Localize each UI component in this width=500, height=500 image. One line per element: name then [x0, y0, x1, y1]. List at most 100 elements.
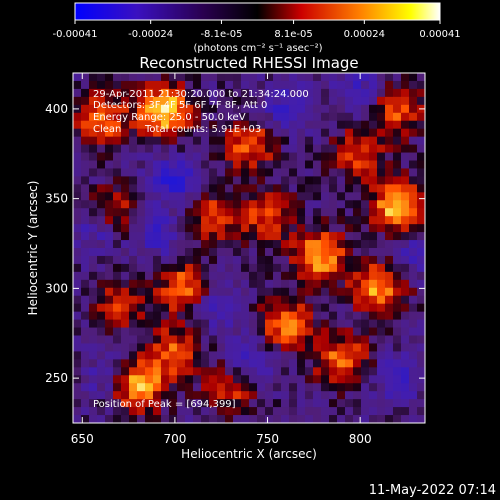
heatmap-cell [137, 367, 146, 376]
heatmap-cell [249, 152, 258, 161]
heatmap-cell [289, 351, 298, 360]
heatmap-cell [257, 120, 266, 130]
heatmap-cell [89, 367, 98, 376]
heatmap-cell [225, 80, 234, 90]
heatmap-cell [297, 311, 306, 320]
heatmap-cell [113, 359, 122, 368]
heatmap-cell [233, 407, 242, 416]
x-tick-label: 700 [163, 432, 186, 446]
heatmap-cell [209, 240, 218, 249]
heatmap-cell [137, 176, 146, 185]
heatmap-cell [73, 351, 82, 360]
heatmap-cell [145, 399, 154, 408]
heatmap-cell [129, 263, 138, 273]
heatmap-cell [105, 176, 114, 185]
heatmap-cell [353, 104, 362, 114]
heatmap-cell [369, 383, 378, 392]
heatmap-cell [81, 152, 90, 161]
heatmap-cell [409, 287, 418, 297]
heatmap-cell [289, 216, 298, 225]
heatmap-cell [385, 120, 394, 130]
heatmap-cell [177, 351, 186, 360]
heatmap-cell [361, 224, 370, 233]
heatmap-cell [313, 375, 322, 384]
heatmap-cell [337, 96, 346, 106]
heatmap-cell [393, 407, 402, 416]
heatmap-cell [177, 271, 186, 281]
y-tick-label: 300 [45, 281, 68, 295]
heatmap-cell [233, 80, 242, 90]
heatmap-cell [145, 248, 154, 257]
heatmap-cell [257, 176, 266, 185]
heatmap-cell [185, 160, 194, 169]
heatmap-cell [209, 287, 218, 297]
heatmap-cell [321, 104, 330, 114]
heatmap-cell [113, 327, 122, 336]
heatmap-cell [233, 208, 242, 217]
heatmap-cell [265, 271, 274, 281]
heatmap-cell [185, 335, 194, 344]
heatmap-cell [193, 200, 202, 209]
heatmap-cell [297, 240, 306, 249]
heatmap-cell [241, 279, 250, 289]
heatmap-cell [209, 144, 218, 153]
heatmap-cell [161, 144, 170, 153]
heatmap-cell [273, 391, 282, 400]
heatmap-cell [281, 343, 290, 352]
heatmap-cell [385, 192, 394, 201]
heatmap-cell [209, 271, 218, 281]
heatmap-cell [369, 271, 378, 281]
heatmap-cell [377, 391, 386, 400]
heatmap-cell [321, 319, 330, 328]
heatmap-cell [361, 295, 370, 305]
heatmap-cell [313, 391, 322, 400]
heatmap-cell [273, 287, 282, 297]
heatmap-cell [249, 375, 258, 384]
heatmap-cell [249, 255, 258, 265]
heatmap-cell [145, 335, 154, 344]
heatmap-cell [409, 88, 418, 98]
heatmap-cell [209, 136, 218, 145]
heatmap-cell [177, 383, 186, 392]
heatmap-cell [241, 399, 250, 408]
heatmap-cell [345, 279, 354, 289]
heatmap-cell [145, 104, 154, 114]
heatmap-cell [329, 216, 338, 225]
heatmap-cell [249, 407, 258, 416]
heatmap-cell [305, 232, 314, 241]
heatmap-cell [161, 240, 170, 249]
heatmap-cell [73, 391, 82, 400]
heatmap-cell [265, 152, 274, 161]
heatmap-cell [233, 200, 242, 209]
heatmap-cell [385, 367, 394, 376]
heatmap-cell [241, 263, 250, 273]
heatmap-cell [145, 295, 154, 305]
heatmap-cell [401, 144, 410, 153]
heatmap-cell [113, 88, 122, 98]
heatmap-cell [121, 128, 130, 138]
heatmap-cell [257, 208, 266, 217]
heatmap-cell [169, 73, 178, 82]
heatmap-cell [145, 359, 154, 368]
heatmap-cell [401, 96, 410, 106]
heatmap-cell [145, 120, 154, 130]
heatmap-cell [361, 248, 370, 257]
heatmap-cell [361, 375, 370, 384]
heatmap-cell [289, 88, 298, 98]
heatmap-cell [337, 375, 346, 384]
heatmap-cell [385, 255, 394, 265]
heatmap-cell [97, 120, 106, 130]
heatmap-cell [169, 192, 178, 201]
heatmap-cell [297, 160, 306, 169]
heatmap-cell [265, 144, 274, 153]
heatmap-cell [361, 184, 370, 193]
heatmap-cell [225, 303, 234, 313]
heatmap-cell [265, 176, 274, 185]
heatmap-cell [345, 287, 354, 297]
heatmap-cell [393, 248, 402, 257]
heatmap-cell [201, 224, 210, 233]
heatmap-cell [249, 176, 258, 185]
heatmap-cell [257, 335, 266, 344]
heatmap-cell [169, 152, 178, 161]
heatmap-cell [257, 112, 266, 122]
